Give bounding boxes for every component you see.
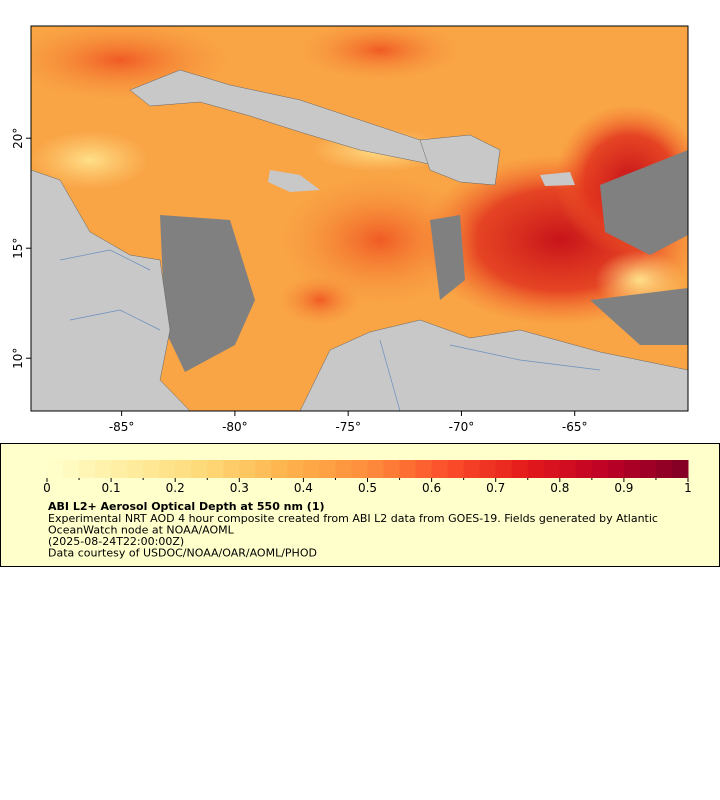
colorbar-step [303, 460, 320, 478]
colorbar-step [79, 460, 96, 478]
colorbar-step [399, 460, 417, 478]
legend-line: (2025-08-24T22:00:00Z) [48, 535, 184, 548]
x-tick-label: -80° [222, 420, 248, 434]
colorbar-step [607, 460, 625, 478]
colorbar-tick-label: 0 [43, 481, 51, 495]
colorbar-step [559, 460, 577, 478]
colorbar-step [239, 460, 256, 478]
colorbar-step [383, 460, 401, 478]
colorbar-step [335, 460, 352, 478]
colorbar-tick-label: 0.2 [166, 481, 185, 495]
colorbar-tick-label: 1 [684, 481, 692, 495]
colorbar-step [63, 460, 80, 478]
legend-line: OceanWatch node at NOAA/AOML [48, 524, 235, 537]
colorbar-step [655, 460, 673, 478]
colorbar-tick-label: 0.3 [230, 481, 249, 495]
colorbar-step [415, 460, 433, 478]
x-tick-label: -70° [449, 420, 475, 434]
colorbar-tick-label: 0.8 [550, 481, 569, 495]
colorbar-step [223, 460, 240, 478]
colorbar-step [287, 460, 304, 478]
y-tick-label: 10° [11, 348, 25, 369]
colorbar-tick-label: 0.5 [358, 481, 377, 495]
map-image [31, 26, 688, 411]
colorbar-step [367, 460, 385, 478]
colorbar-step [431, 460, 449, 478]
colorbar-tick-label: 0.1 [102, 481, 121, 495]
colorbar-step [575, 460, 593, 478]
colorbar-step [191, 460, 208, 478]
legend-line: Data courtesy of USDOC/NOAA/OAR/AOML/PHO… [48, 547, 317, 560]
colorbar-step [159, 460, 176, 478]
y-tick-label: 20° [11, 128, 25, 149]
colorbar-step [495, 460, 513, 478]
legend-line: Experimental NRT AOD 4 hour composite cr… [48, 512, 658, 525]
colorbar-step [463, 460, 481, 478]
colorbar-step [319, 460, 336, 478]
colorbar-step [591, 460, 609, 478]
x-tick-label: -75° [335, 420, 361, 434]
y-tick-label: 15° [11, 238, 25, 259]
colorbar-step [671, 460, 689, 478]
colorbar-step [111, 460, 128, 478]
colorbar-step [255, 460, 272, 478]
colorbar-tick-label: 0.7 [486, 481, 505, 495]
colorbar-step [95, 460, 112, 478]
colorbar-tick-label: 0.4 [294, 481, 313, 495]
colorbar-tick-label: 0.9 [614, 481, 633, 495]
colorbar-step [271, 460, 288, 478]
legend-title: ABI L2+ Aerosol Optical Depth at 550 nm … [48, 500, 325, 513]
colorbar-step [207, 460, 224, 478]
map-frame [30, 25, 689, 412]
x-tick-label: -65° [562, 420, 588, 434]
x-tick-label: -85° [109, 420, 135, 434]
colorbar-step [447, 460, 465, 478]
colorbar-step [143, 460, 160, 478]
colorbar-step [623, 460, 641, 478]
colorbar-tick-label: 0.6 [422, 481, 441, 495]
colorbar-step [127, 460, 144, 478]
colorbar-step [479, 460, 497, 478]
colorbar-step [527, 460, 545, 478]
colorbar-step [639, 460, 657, 478]
colorbar-step [47, 460, 64, 478]
colorbar-step [511, 460, 529, 478]
colorbar-step [543, 460, 561, 478]
colorbar-step [175, 460, 192, 478]
colorbar-step [351, 460, 368, 478]
